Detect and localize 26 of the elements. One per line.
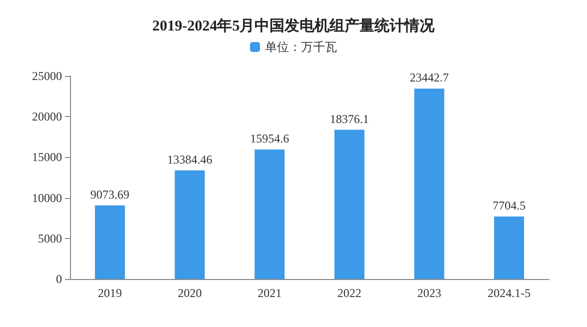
bar xyxy=(254,149,285,279)
x-tick-label: 2019 xyxy=(98,286,122,300)
x-tick-label: 2023 xyxy=(417,286,442,300)
chart-title: 2019-2024年5月中国发电机组产量统计情况 xyxy=(152,18,436,34)
data-label: 15954.6 xyxy=(250,131,290,146)
y-tick-label: 0 xyxy=(56,272,62,286)
x-tick-label: 2021 xyxy=(258,286,282,300)
bar xyxy=(174,170,205,279)
x-tick-label: 2024.1-5 xyxy=(488,286,531,300)
legend-label: 单位：万千瓦 xyxy=(265,40,337,54)
x-tick-label: 2020 xyxy=(178,286,202,300)
y-tick-label: 5000 xyxy=(38,231,62,246)
bar xyxy=(334,130,364,279)
data-label: 23442.7 xyxy=(410,70,449,85)
y-tick-label: 10000 xyxy=(32,190,62,205)
data-label: 9073.69 xyxy=(90,187,130,202)
x-tick-label: 2022 xyxy=(337,286,362,300)
bar xyxy=(414,88,444,279)
y-tick-label: 20000 xyxy=(32,110,62,124)
data-label: 18376.1 xyxy=(330,112,369,126)
bar xyxy=(94,205,125,279)
y-tick-label: 25000 xyxy=(32,69,62,83)
data-label: 13384.46 xyxy=(167,152,212,166)
y-tick-label: 15000 xyxy=(32,150,62,164)
bar xyxy=(494,216,524,279)
data-label: 7704.5 xyxy=(492,198,526,212)
